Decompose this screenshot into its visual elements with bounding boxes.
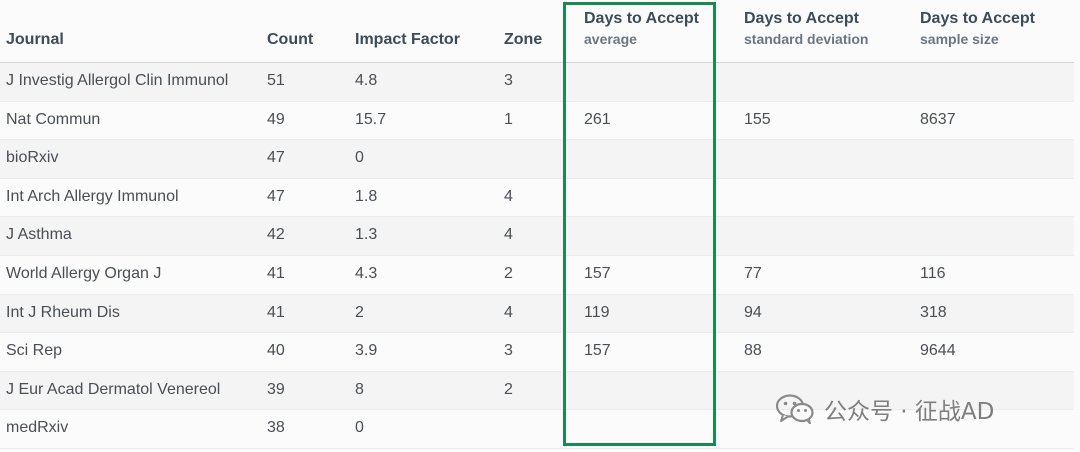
- cell-days-avg: 157: [584, 264, 611, 282]
- header-n-title: Days to Accept: [920, 10, 1035, 27]
- table-row[interactable]: medRxiv 38 0: [0, 410, 1074, 449]
- cell-days-avg: 261: [584, 110, 611, 128]
- cell-impact-factor: 4.8: [355, 72, 378, 89]
- header-sd-sub: standard deviation: [744, 31, 869, 47]
- cell-count: 39: [267, 380, 285, 398]
- cell-impact-factor: 0: [355, 149, 364, 167]
- cell-count: 38: [267, 419, 285, 437]
- cell-zone: 2: [504, 264, 513, 282]
- cell-journal: medRxiv: [6, 419, 69, 437]
- cell-impact-factor: 1.3: [355, 226, 378, 244]
- cell-zone: 4: [504, 226, 513, 244]
- header-avg-sub: average: [584, 31, 637, 47]
- table-row[interactable]: Sci Rep 40 3.9 3 157 88 9644: [0, 333, 1074, 372]
- cell-zone: 2: [504, 380, 513, 398]
- cell-days-avg: 119: [584, 303, 610, 321]
- table-row[interactable]: World Allergy Organ J 41 4.3 2 157 77 116: [0, 255, 1074, 295]
- watermark: 公众号 · 征战AD: [776, 392, 994, 426]
- cell-journal: Sci Rep: [6, 342, 63, 360]
- cell-days-avg: 157: [584, 342, 611, 360]
- cell-journal: J Investig Allergol Clin Immunol: [6, 72, 229, 89]
- cell-impact-factor: 0: [355, 419, 364, 437]
- header-days-to-accept-average[interactable]: Days to Accept average: [584, 9, 699, 49]
- cell-journal: J Eur Acad Dermatol Venereol: [6, 380, 221, 398]
- table-row[interactable]: Int J Rheum Dis 41 2 4 119 94 318: [0, 294, 1074, 334]
- table-row[interactable]: bioRxiv 47 0: [0, 140, 1074, 179]
- cell-journal: World Allergy Organ J: [6, 264, 162, 282]
- cell-count: 49: [267, 110, 285, 128]
- cell-zone: 1: [504, 110, 513, 128]
- header-avg-title: Days to Accept: [584, 10, 699, 27]
- cell-count: 51: [267, 72, 285, 89]
- cell-days-sd: 88: [744, 342, 762, 360]
- cell-impact-factor: 2: [355, 303, 364, 321]
- table-header-row: Journal Count Impact Factor Zone Days to…: [0, 0, 1074, 63]
- cell-count: 47: [267, 149, 285, 167]
- cell-impact-factor: 8: [355, 380, 364, 398]
- header-journal[interactable]: Journal: [6, 31, 64, 48]
- header-days-to-accept-sample-size[interactable]: Days to Accept sample size: [920, 9, 1035, 49]
- cell-impact-factor: 4.3: [355, 264, 378, 282]
- table-row[interactable]: J Asthma 42 1.3 4: [0, 217, 1074, 256]
- table-row[interactable]: J Investig Allergol Clin Immunol 51 4.8 3: [0, 63, 1074, 102]
- cell-impact-factor: 1.8: [355, 187, 378, 205]
- cell-zone: 4: [504, 187, 513, 205]
- cell-count: 41: [267, 264, 285, 282]
- cell-days-sd: 155: [744, 110, 771, 128]
- header-impact-factor[interactable]: Impact Factor: [355, 31, 460, 48]
- header-n-sub: sample size: [920, 31, 999, 47]
- cell-journal: Nat Commun: [6, 110, 101, 128]
- header-zone[interactable]: Zone: [504, 31, 543, 48]
- cell-journal: Int J Rheum Dis: [6, 303, 120, 321]
- cell-zone: 4: [504, 303, 513, 321]
- table-row[interactable]: Nat Commun 49 15.7 1 261 155 8637: [0, 101, 1074, 141]
- cell-days-sd: 94: [744, 303, 762, 321]
- cell-count: 41: [267, 303, 285, 321]
- header-count[interactable]: Count: [267, 31, 314, 48]
- cell-impact-factor: 3.9: [355, 342, 378, 360]
- cell-days-sd: 77: [744, 264, 762, 282]
- table-row[interactable]: J Eur Acad Dermatol Venereol 39 8 2: [0, 371, 1074, 411]
- cell-impact-factor: 15.7: [355, 110, 387, 128]
- cell-zone: 3: [504, 72, 513, 89]
- cell-journal: Int Arch Allergy Immunol: [6, 187, 179, 205]
- cell-days-sample-size: 9644: [920, 342, 956, 360]
- table-body: J Investig Allergol Clin Immunol 51 4.8 3 Na…: [0, 63, 1074, 449]
- cell-journal: bioRxiv: [6, 149, 59, 167]
- cell-days-sample-size: 8637: [920, 110, 956, 128]
- header-sd-title: Days to Accept: [744, 10, 859, 27]
- cell-days-sample-size: 116: [920, 264, 946, 282]
- cell-days-sample-size: 318: [920, 303, 947, 321]
- watermark-text: 公众号 · 征战AD: [824, 399, 995, 425]
- cell-zone: 3: [504, 342, 513, 360]
- table-row[interactable]: Int Arch Allergy Immunol 47 1.8 4: [0, 178, 1074, 218]
- wechat-logo-icon: [776, 394, 814, 424]
- cell-count: 47: [267, 187, 285, 205]
- header-days-to-accept-sd[interactable]: Days to Accept standard deviation: [744, 9, 868, 49]
- cell-count: 40: [267, 342, 285, 360]
- cell-count: 42: [267, 226, 285, 244]
- cell-journal: J Asthma: [6, 226, 72, 244]
